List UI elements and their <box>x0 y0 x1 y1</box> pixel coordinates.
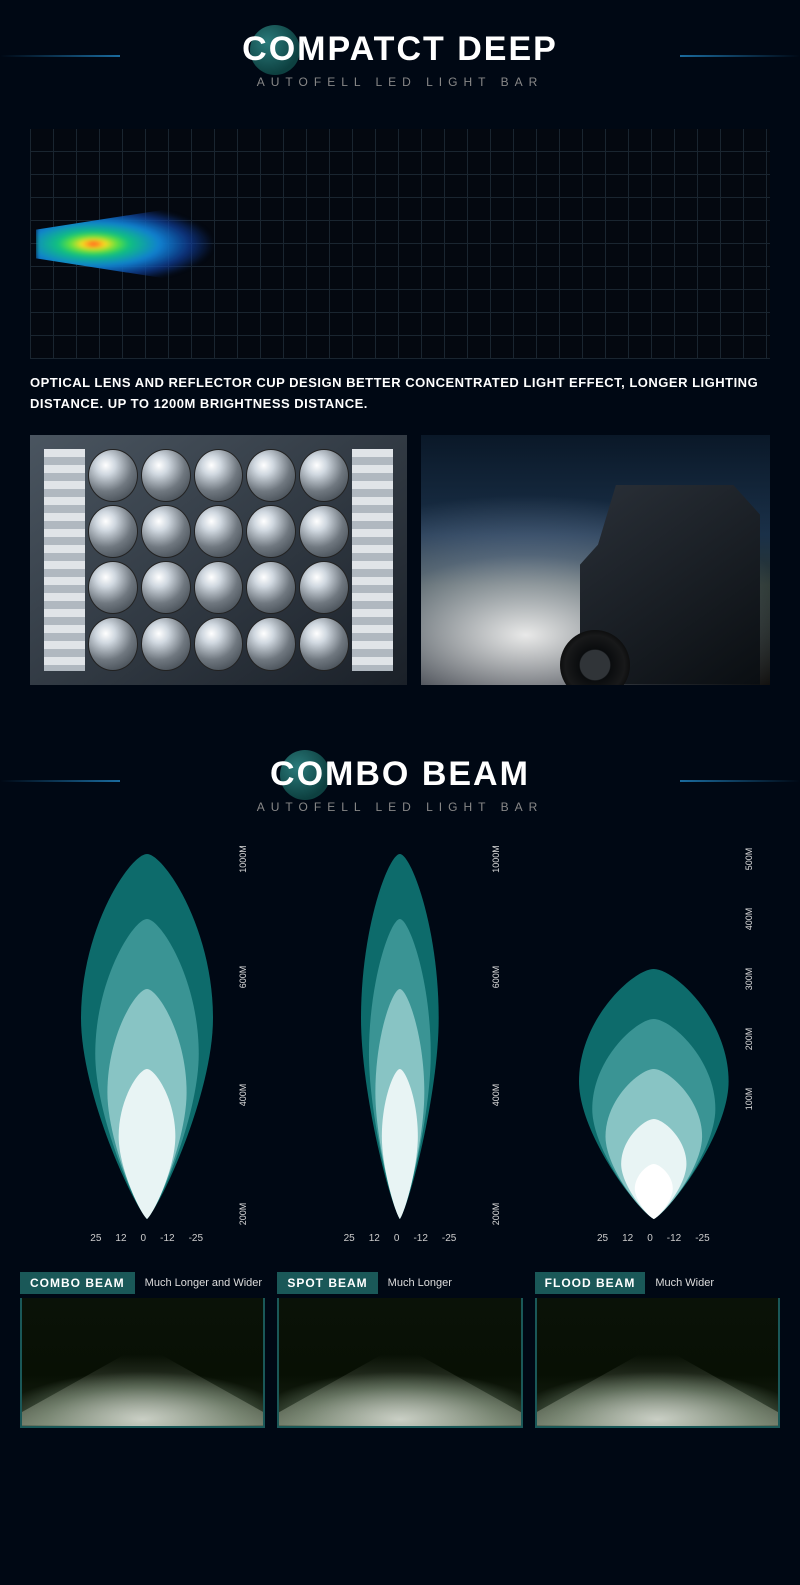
section1-title: COMPATCT DEEP <box>0 30 800 69</box>
beam-desc-text: Much Wider <box>655 1277 714 1289</box>
x-tick: -25 <box>189 1233 203 1244</box>
beam-gradient-shape <box>36 184 756 304</box>
beam-shape <box>574 969 734 1219</box>
y-scale: 200M400M600M1000M <box>481 854 493 1219</box>
scale-tick: 1000M <box>238 844 248 874</box>
beam-desc-text: Much Longer <box>388 1277 452 1289</box>
y-scale: 200M400M600M1000M <box>228 854 240 1219</box>
beam-type-badge: SPOT BEAM <box>277 1272 377 1294</box>
section1-header: COMPATCT DEEP AUTOFELL LED LIGHT BAR <box>0 0 800 109</box>
beam-column: 100M200M300M400M500M 25 12 0 -12 -25 <box>538 854 768 1254</box>
led-array-photo <box>30 435 407 685</box>
night-jeep-photo <box>421 435 770 685</box>
beam-label-top: COMBO BEAM Much Longer and Wider <box>20 1272 265 1294</box>
beam-sample-photo <box>535 1298 780 1428</box>
x-axis: 25 12 0 -12 -25 <box>538 1233 768 1244</box>
beam-shape <box>76 854 218 1219</box>
scale-tick: 400M <box>238 1080 248 1110</box>
scale-tick: 300M <box>744 964 754 994</box>
beam-column: 200M400M600M1000M 25 12 0 -12 -25 <box>32 854 262 1254</box>
beam-sample-box: FLOOD BEAM Much Wider <box>535 1272 780 1428</box>
x-tick: -12 <box>667 1233 681 1244</box>
x-tick: 0 <box>394 1233 400 1244</box>
beam-label-top: SPOT BEAM Much Longer <box>277 1272 522 1294</box>
beam-samples-row: COMBO BEAM Much Longer and Wider SPOT BE… <box>0 1264 800 1428</box>
beam-shape <box>356 854 444 1219</box>
y-scale: 100M200M300M400M500M <box>734 854 746 1104</box>
x-tick: 0 <box>647 1233 653 1244</box>
section1-subtitle: AUTOFELL LED LIGHT BAR <box>0 75 800 89</box>
scale-tick: 500M <box>744 844 754 874</box>
scale-tick: 200M <box>744 1024 754 1054</box>
beam-sample-photo <box>277 1298 522 1428</box>
section2-title: COMBO BEAM <box>0 755 800 794</box>
x-tick: 0 <box>141 1233 147 1244</box>
beam-sample-photo <box>20 1298 265 1428</box>
x-tick: -12 <box>413 1233 427 1244</box>
section2-subtitle: AUTOFELL LED LIGHT BAR <box>0 800 800 814</box>
x-tick: 25 <box>597 1233 608 1244</box>
beam-column: 200M400M600M1000M 25 12 0 -12 -25 <box>285 854 515 1254</box>
beam-label-top: FLOOD BEAM Much Wider <box>535 1272 780 1294</box>
road-shape <box>20 1355 265 1425</box>
x-tick: 12 <box>115 1233 126 1244</box>
x-tick: 25 <box>90 1233 101 1244</box>
x-tick: 25 <box>344 1233 355 1244</box>
road-shape <box>277 1355 522 1425</box>
section2-header: COMBO BEAM AUTOFELL LED LIGHT BAR <box>0 725 800 834</box>
beam-sample-box: COMBO BEAM Much Longer and Wider <box>20 1272 265 1428</box>
x-tick: -12 <box>160 1233 174 1244</box>
x-tick: -25 <box>695 1233 709 1244</box>
x-axis: 25 12 0 -12 -25 <box>285 1233 515 1244</box>
scale-tick: 400M <box>491 1080 501 1110</box>
scale-tick: 200M <box>238 1199 248 1229</box>
beam-sample-box: SPOT BEAM Much Longer <box>277 1272 522 1428</box>
scale-tick: 200M <box>491 1199 501 1229</box>
x-axis: 25 12 0 -12 -25 <box>32 1233 262 1244</box>
section1-description: OPTICAL LENS AND REFLECTOR CUP DESIGN BE… <box>30 373 770 415</box>
x-tick: 12 <box>622 1233 633 1244</box>
beam-comparison-chart: 200M400M600M1000M25120-12-25200M400M600M… <box>0 834 800 1264</box>
scale-tick: 1000M <box>491 844 501 874</box>
scale-tick: 400M <box>744 904 754 934</box>
beam-distribution-chart <box>30 129 770 359</box>
beam-desc-text: Much Longer and Wider <box>145 1277 262 1289</box>
photo-row <box>30 435 770 685</box>
beam-type-badge: COMBO BEAM <box>20 1272 135 1294</box>
road-shape <box>535 1355 780 1425</box>
beam-type-badge: FLOOD BEAM <box>535 1272 646 1294</box>
x-tick: 12 <box>369 1233 380 1244</box>
scale-tick: 600M <box>491 962 501 992</box>
scale-tick: 100M <box>744 1084 754 1114</box>
x-tick: -25 <box>442 1233 456 1244</box>
scale-tick: 600M <box>238 962 248 992</box>
